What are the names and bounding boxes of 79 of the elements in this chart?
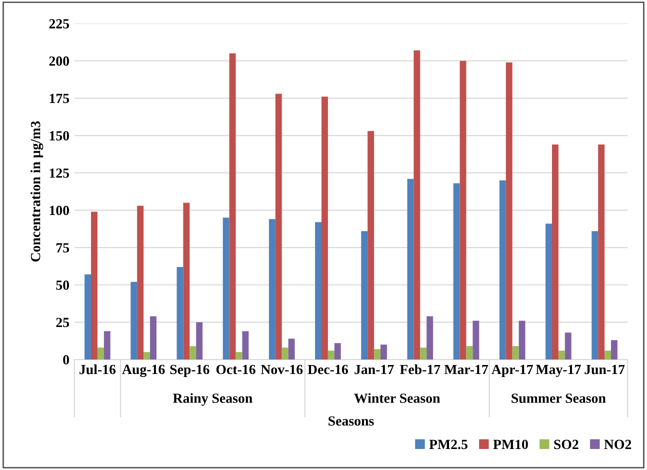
bar xyxy=(592,231,598,360)
bar xyxy=(282,348,288,360)
y-tick-label: 75 xyxy=(56,243,70,252)
x-tick-label: Sep-16 xyxy=(170,364,210,378)
bar xyxy=(546,224,552,360)
bar xyxy=(512,346,519,360)
x-tick-label: May-17 xyxy=(536,364,581,378)
bar xyxy=(564,332,572,360)
bar xyxy=(176,266,184,360)
x-tick-label: Apr-17 xyxy=(492,364,533,378)
y-tick-label: 150 xyxy=(50,131,70,140)
y-tick-label: 50 xyxy=(56,280,70,290)
x-tick-label: Jul-16 xyxy=(80,364,116,374)
x-tick-label: Oct-16 xyxy=(216,364,256,374)
bar xyxy=(552,144,558,360)
bar xyxy=(334,343,341,360)
y-tick-label: 225 xyxy=(49,19,70,28)
bar xyxy=(268,219,276,360)
bar xyxy=(368,131,374,360)
bar xyxy=(414,50,420,360)
y-axis-title: Concentration in µg/m3 xyxy=(30,121,44,262)
bar xyxy=(328,350,334,360)
y-tick-label: 175 xyxy=(50,94,70,104)
legend-label: SO2 xyxy=(554,440,578,450)
bar xyxy=(518,320,526,360)
bar xyxy=(97,348,104,360)
bar xyxy=(130,282,138,360)
bar xyxy=(499,180,506,360)
x-tick-label: Jun-17 xyxy=(584,364,625,374)
bar xyxy=(196,322,203,360)
y-tick-label: 25 xyxy=(56,318,70,328)
text: Summer Season xyxy=(512,394,606,403)
bar xyxy=(288,338,295,360)
bar xyxy=(361,231,368,360)
bar xyxy=(84,274,91,360)
y-tick-label: 0 xyxy=(63,355,70,365)
bar xyxy=(150,316,156,360)
bar xyxy=(144,352,150,360)
bar xyxy=(104,331,110,360)
bar xyxy=(472,320,480,360)
y-tick-label: 125 xyxy=(50,168,70,178)
bar xyxy=(610,340,618,360)
bar xyxy=(321,96,328,360)
x-tick-label: Jan-17 xyxy=(354,364,394,374)
bar xyxy=(380,344,387,360)
bar xyxy=(236,352,242,360)
text: Winter Season xyxy=(354,393,440,404)
bar xyxy=(598,144,605,360)
bar xyxy=(466,346,473,360)
bar xyxy=(558,350,565,360)
bar xyxy=(275,94,282,360)
bar xyxy=(190,346,196,360)
bar xyxy=(420,348,427,360)
bar xyxy=(183,202,190,360)
x-tick-label: Dec-16 xyxy=(308,364,348,374)
bar xyxy=(137,206,144,360)
legend-label: NO2 xyxy=(604,440,632,450)
y-tick-label: 200 xyxy=(49,56,70,66)
text: Rainy Season xyxy=(172,393,252,406)
legend-label: PM10 xyxy=(493,440,528,450)
bar xyxy=(315,222,322,360)
bar xyxy=(506,62,512,360)
bar xyxy=(229,53,236,360)
y-tick-label: 100 xyxy=(50,206,70,216)
bar xyxy=(91,212,98,360)
bar xyxy=(453,183,460,360)
x-tick-label: Nov-16 xyxy=(260,364,303,374)
x-axis-title: Seasons xyxy=(328,416,374,426)
bar xyxy=(407,178,414,360)
bar xyxy=(222,218,230,360)
legend-label: PM2.5 xyxy=(429,440,468,450)
bar xyxy=(460,60,466,360)
bar xyxy=(604,350,611,360)
bar xyxy=(242,331,249,360)
bar xyxy=(374,349,380,360)
bar xyxy=(426,316,434,360)
x-tick-label: Feb-17 xyxy=(400,364,440,374)
x-tick-label: Aug-16 xyxy=(122,364,165,378)
x-tick-label: Mar-17 xyxy=(444,364,488,374)
